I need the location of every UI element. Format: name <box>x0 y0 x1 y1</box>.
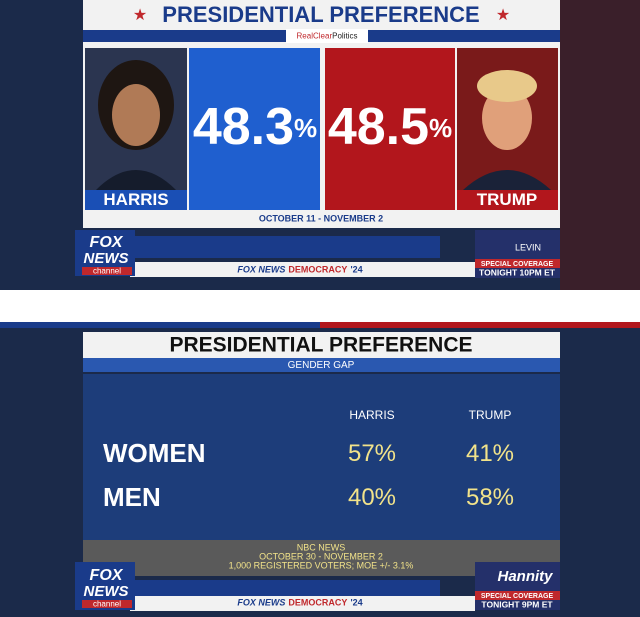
source-line: 1,000 REGISTERED VOTERS; MOE +/- 3.1% <box>229 560 414 570</box>
unit: % <box>429 113 452 143</box>
promo-box <box>475 230 560 278</box>
title-box <box>83 332 560 358</box>
ticker-tag: DEMOCRACY <box>288 265 347 275</box>
source-suffix: Politics <box>332 32 357 41</box>
promo-band <box>475 259 560 268</box>
candidate-value: 48.3% <box>193 98 317 156</box>
ticker: FOX NEWS DEMOCRACY '24 <box>237 265 362 275</box>
subtitle-bar <box>83 358 560 372</box>
top-strip <box>0 322 320 328</box>
logo-top: FOX <box>90 234 124 251</box>
logo-bottom: channel <box>93 267 121 276</box>
date-strip <box>83 210 560 228</box>
cell: 41% <box>466 440 514 467</box>
photo-hair <box>477 70 537 102</box>
ticker-tag: DEMOCRACY <box>288 598 347 608</box>
ticker: FOX NEWS DEMOCRACY '24 <box>237 598 362 608</box>
unit: % <box>493 484 514 511</box>
unit: % <box>294 113 317 143</box>
divider <box>0 290 640 322</box>
value: 57 <box>348 440 375 467</box>
value: 48.3 <box>193 98 294 156</box>
subtitle: GENDER GAP <box>288 360 355 371</box>
source: RealClearPolitics <box>297 32 358 41</box>
logo-band <box>82 600 132 608</box>
ticker-brand: FOX NEWS <box>237 265 285 275</box>
photo-body <box>96 170 176 190</box>
value: 40 <box>348 484 375 511</box>
ticker-year: '24 <box>350 265 362 275</box>
promo-line1: SPECIAL COVERAGE <box>481 593 554 600</box>
unit: % <box>493 440 514 467</box>
source-line: NBC NEWS <box>297 542 346 552</box>
star: ★ <box>496 7 510 24</box>
ticker-bar <box>130 236 440 258</box>
star: ★ <box>133 7 147 24</box>
value: 48.5 <box>328 98 429 156</box>
logo-top: FOX <box>90 567 124 584</box>
row-label: WOMEN <box>103 438 206 468</box>
promo-band <box>475 591 560 600</box>
cell: 40% <box>348 484 396 511</box>
row-label: MEN <box>103 482 161 512</box>
cell: 58% <box>466 484 514 511</box>
promo-show: Hannity <box>497 568 553 585</box>
source-brand: RealClear <box>297 32 333 41</box>
logo-middle: NEWS <box>84 250 129 267</box>
logo-band <box>82 267 132 275</box>
background-right <box>560 0 640 290</box>
value: 41 <box>466 440 493 467</box>
top-strip <box>320 322 640 328</box>
candidate-value: 48.5% <box>328 98 452 156</box>
photo-body <box>463 170 551 190</box>
promo-line2: TONIGHT 10PM ET <box>479 267 556 277</box>
photo-face <box>482 86 532 150</box>
ticker-strip <box>130 262 475 277</box>
promo-box <box>475 562 560 610</box>
unit: % <box>375 440 396 467</box>
candidate-name: TRUMP <box>477 190 537 209</box>
cell: 57% <box>348 440 396 467</box>
value-panel <box>189 48 320 210</box>
source-line: OCTOBER 30 - NOVEMBER 2 <box>259 551 383 561</box>
photo-face <box>112 84 160 146</box>
promo-line2: TONIGHT 9PM ET <box>481 599 553 609</box>
ticker-brand: FOX NEWS <box>237 598 285 608</box>
ticker-year: '24 <box>350 598 362 608</box>
dates: OCTOBER 11 - NOVEMBER 2 <box>259 213 383 223</box>
ticker-bar <box>130 580 440 598</box>
logo-middle: NEWS <box>84 583 129 600</box>
column-header: HARRIS <box>349 408 394 422</box>
value: 58 <box>466 484 493 511</box>
logo-bottom: channel <box>93 600 121 609</box>
title: PRESIDENTIAL PREFERENCE <box>162 2 479 27</box>
value-panel <box>325 48 455 210</box>
candidate-name: HARRIS <box>103 190 168 209</box>
table <box>83 374 560 540</box>
name-box <box>85 190 187 210</box>
column-header: TRUMP <box>469 408 512 422</box>
unit: % <box>375 484 396 511</box>
name-box <box>457 190 558 210</box>
promo-show: LEVIN <box>515 242 541 252</box>
title: PRESIDENTIAL PREFERENCE <box>170 334 473 357</box>
ticker-strip <box>130 596 475 611</box>
promo-line1: SPECIAL COVERAGE <box>481 261 554 268</box>
source-box <box>286 29 368 43</box>
